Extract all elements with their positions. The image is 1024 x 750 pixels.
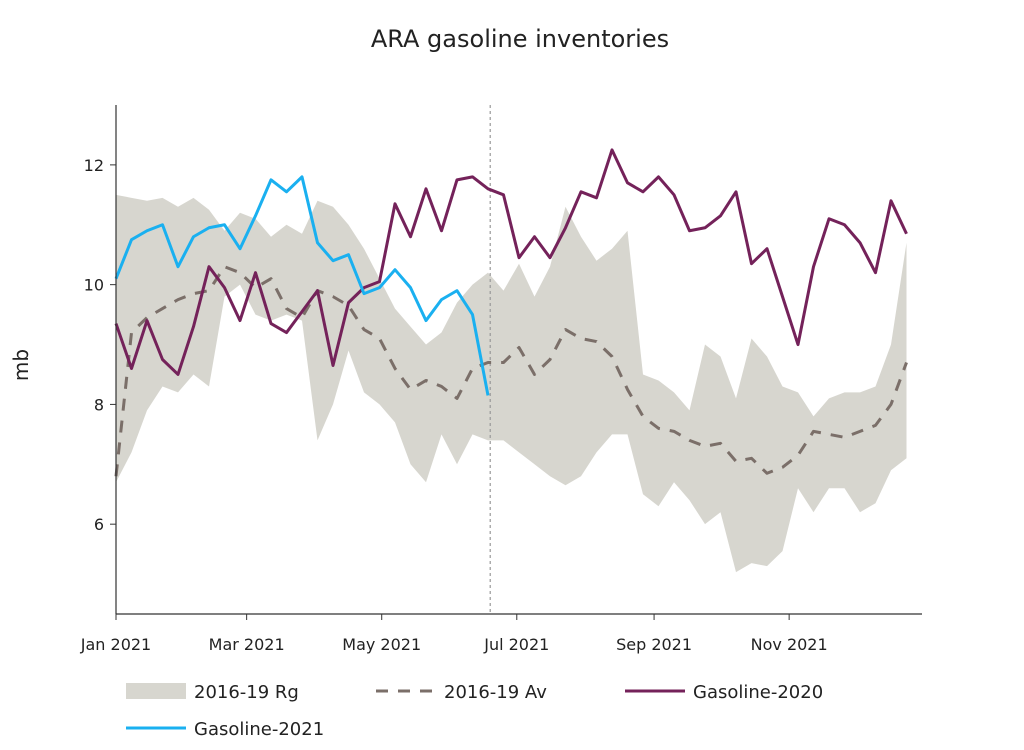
legend-item: 2016-19 Rg xyxy=(126,682,299,703)
y-tick-label: 8 xyxy=(94,395,104,414)
legend-label: 2016-19 Av xyxy=(444,682,547,703)
legend-swatch-band xyxy=(126,683,186,699)
legend-label: Gasoline-2021 xyxy=(194,719,324,740)
y-axis-label: mb xyxy=(9,349,33,381)
legend-item: Gasoline-2021 xyxy=(126,719,324,740)
legend: 2016-19 Rg 2016-19 Av Gasoline-2020 Gasolin… xyxy=(126,682,823,740)
chart-title: ARA gasoline inventories xyxy=(371,25,669,53)
plot-area xyxy=(116,105,907,614)
y-tick-label: 12 xyxy=(84,156,104,175)
y-tick-label: 10 xyxy=(84,276,104,295)
legend-item: Gasoline-2020 xyxy=(625,682,823,703)
x-tick-label: Nov 2021 xyxy=(751,635,828,654)
x-tick-label: Jul 2021 xyxy=(483,635,549,654)
legend-item: 2016-19 Av xyxy=(376,682,547,703)
x-tick-label: Jan 2021 xyxy=(80,635,151,654)
legend-label: Gasoline-2020 xyxy=(693,682,823,703)
x-tick-label: May 2021 xyxy=(342,635,421,654)
legend-label: 2016-19 Rg xyxy=(194,682,299,703)
y-tick-label: 6 xyxy=(94,515,104,534)
range-band xyxy=(116,195,907,572)
x-tick-label: Mar 2021 xyxy=(209,635,285,654)
x-tick-label: Sep 2021 xyxy=(616,635,692,654)
